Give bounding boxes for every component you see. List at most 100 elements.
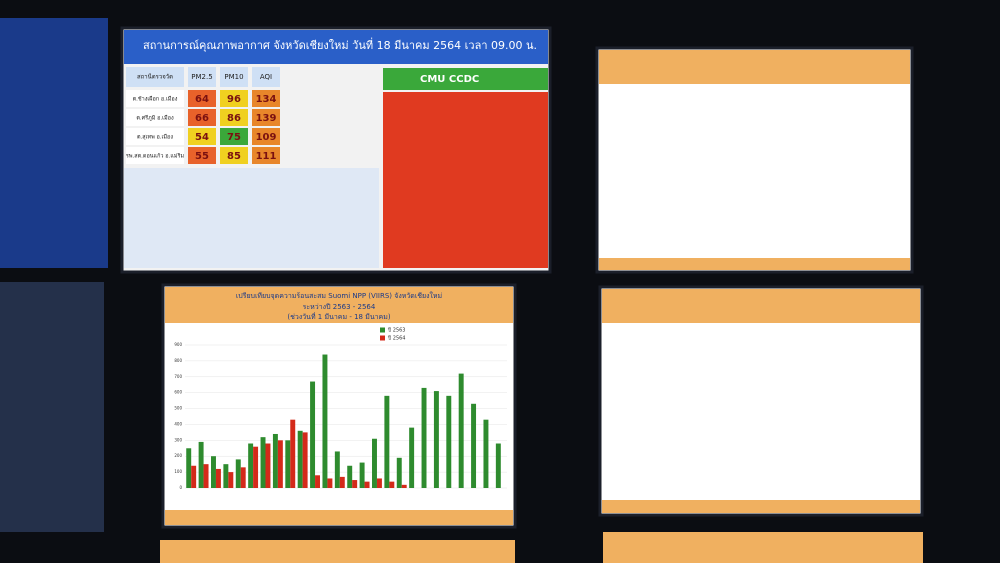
table-value: 96 bbox=[227, 94, 241, 105]
logo-box bbox=[383, 68, 548, 90]
bar bbox=[347, 465, 353, 488]
table-cell bbox=[126, 147, 184, 164]
bar bbox=[223, 464, 229, 488]
table-value: 75 bbox=[227, 132, 241, 143]
screen-footer bbox=[599, 258, 910, 270]
bar bbox=[240, 467, 246, 488]
bar bbox=[495, 443, 501, 488]
y-tick-label: 300 bbox=[174, 437, 182, 442]
bar bbox=[211, 456, 216, 488]
bar bbox=[310, 381, 316, 488]
bar bbox=[322, 354, 328, 488]
bar bbox=[277, 440, 283, 488]
table-cell bbox=[252, 90, 280, 107]
bar bbox=[302, 432, 308, 488]
chart-title: เปรียบเทียบจุดความร้อนสะสม Suomi NPP (VI… bbox=[236, 291, 442, 300]
table-header: AQI bbox=[260, 73, 272, 81]
bar bbox=[253, 446, 259, 488]
table-header-cell bbox=[252, 67, 280, 87]
bar bbox=[364, 481, 370, 488]
screen-header bbox=[165, 287, 513, 323]
y-tick-label: 200 bbox=[174, 453, 182, 458]
legend-label: ปี 2564 bbox=[388, 335, 406, 342]
bar bbox=[327, 478, 333, 488]
bar bbox=[191, 465, 197, 488]
screen-header bbox=[602, 289, 920, 323]
table-cell bbox=[126, 109, 184, 126]
table-value: 85 bbox=[227, 151, 241, 162]
table-value: 111 bbox=[256, 151, 277, 162]
table-header: PM10 bbox=[224, 73, 243, 81]
table-value: 86 bbox=[227, 113, 241, 124]
table-cell bbox=[188, 128, 216, 145]
table-header-cell bbox=[220, 67, 248, 87]
table-cell bbox=[188, 147, 216, 164]
table-cell bbox=[252, 109, 280, 126]
bar bbox=[376, 478, 382, 488]
hotspot-screen bbox=[595, 46, 914, 274]
bar bbox=[396, 457, 402, 488]
table-cell bbox=[188, 90, 216, 107]
legend-swatch bbox=[380, 327, 385, 333]
screen-footer bbox=[165, 510, 513, 525]
table-cell bbox=[126, 128, 184, 145]
table-cell bbox=[126, 90, 184, 107]
table-value: ต.ช้างเผือก อ.เมือง bbox=[133, 96, 178, 103]
bar bbox=[401, 484, 407, 488]
bar bbox=[260, 437, 266, 488]
bar bbox=[334, 451, 340, 488]
side-screen bbox=[0, 282, 104, 532]
bar bbox=[297, 430, 303, 488]
bar bbox=[215, 468, 221, 488]
y-tick-label: 500 bbox=[174, 406, 182, 411]
table-value: ต.สุเทพ อ.เมือง bbox=[137, 134, 173, 141]
bar bbox=[203, 464, 209, 488]
legend-label: ปี 2563 bbox=[388, 327, 406, 334]
table-value: 134 bbox=[256, 94, 277, 105]
bar bbox=[248, 443, 254, 488]
table-cell bbox=[220, 128, 248, 145]
air-header bbox=[124, 30, 548, 64]
bar bbox=[421, 387, 427, 488]
y-tick-label: 100 bbox=[174, 469, 182, 474]
bar bbox=[409, 427, 415, 488]
bar bbox=[198, 441, 204, 488]
bar bbox=[458, 373, 464, 488]
table-cell bbox=[252, 128, 280, 145]
bar bbox=[483, 419, 489, 488]
lower-screen bbox=[160, 540, 515, 563]
bar bbox=[285, 440, 291, 488]
table-header: สถานีตรวจวัด bbox=[137, 73, 173, 81]
table-cell bbox=[252, 147, 280, 164]
table-header-cell bbox=[126, 67, 184, 87]
legend-swatch bbox=[380, 335, 385, 341]
table-value: 54 bbox=[195, 132, 209, 143]
y-tick-label: 900 bbox=[174, 342, 182, 347]
table-value: 109 bbox=[256, 132, 277, 143]
bar bbox=[272, 433, 278, 488]
table-value: รพ.สต.ดอนแก้ว อ.แม่ริม bbox=[126, 153, 185, 160]
air-title: สถานการณ์คุณภาพอากาศ จังหวัดเชียงใหม่ วั… bbox=[143, 37, 537, 52]
station-list bbox=[383, 92, 548, 268]
bar bbox=[471, 403, 477, 488]
table-cell bbox=[220, 109, 248, 126]
legend-panel bbox=[124, 168, 379, 268]
table-value: 139 bbox=[256, 113, 277, 124]
table-header: PM2.5 bbox=[191, 73, 212, 81]
table-cell bbox=[220, 90, 248, 107]
chart-subtitle: ระหว่างปี 2563 - 2564 bbox=[303, 303, 376, 311]
bar bbox=[265, 443, 271, 488]
bar bbox=[446, 395, 452, 488]
y-tick-label: 700 bbox=[174, 374, 182, 379]
table-value: 66 bbox=[195, 113, 209, 124]
table-value: 55 bbox=[195, 151, 209, 162]
y-tick-label: 400 bbox=[174, 421, 182, 426]
bar bbox=[235, 459, 241, 488]
table-cell bbox=[188, 109, 216, 126]
bar bbox=[186, 448, 192, 488]
bar bbox=[352, 480, 358, 488]
table-cell bbox=[220, 147, 248, 164]
screen-footer bbox=[602, 500, 920, 513]
table-value: 64 bbox=[195, 94, 209, 105]
